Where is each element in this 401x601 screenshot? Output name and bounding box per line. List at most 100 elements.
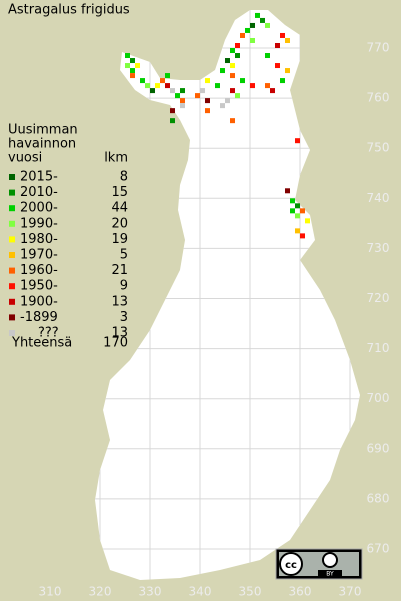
observation	[235, 93, 240, 99]
license-text: BY	[326, 571, 334, 578]
observation	[145, 83, 150, 89]
northing-label: 680	[367, 491, 390, 505]
legend-count: 19	[111, 232, 128, 247]
observation	[160, 78, 165, 84]
legend-swatch	[9, 330, 15, 336]
observation	[275, 43, 280, 48]
legend-header: Uusimman	[8, 123, 78, 138]
legend-label: 2000-	[20, 201, 58, 216]
legend-swatch	[9, 236, 15, 243]
observation	[305, 218, 310, 224]
observation	[150, 88, 155, 94]
legend-label: ???	[38, 326, 59, 341]
legend-swatch	[9, 174, 15, 180]
easting-label: 310	[39, 585, 62, 599]
observation	[205, 78, 210, 84]
northing-label: 750	[367, 141, 390, 155]
observation	[165, 73, 170, 79]
observation	[155, 83, 160, 89]
easting-label: 340	[189, 585, 212, 599]
observation	[165, 83, 170, 89]
legend-swatch	[9, 189, 15, 196]
observation	[240, 78, 245, 84]
easting-label: 360	[289, 585, 312, 599]
observation	[295, 213, 300, 219]
northing-label: 720	[367, 291, 390, 305]
observation	[285, 188, 290, 194]
observation	[200, 88, 205, 94]
legend-label: -1899	[20, 310, 58, 325]
legend-count: 20	[111, 216, 128, 231]
legend-label: 1960-	[20, 263, 58, 278]
observation	[180, 88, 185, 94]
observation	[295, 228, 300, 234]
legend-count: 3	[120, 310, 128, 325]
legend-count: 9	[120, 279, 128, 294]
observation	[235, 43, 240, 48]
observations	[125, 12, 310, 239]
observation	[240, 32, 245, 38]
observation	[130, 73, 135, 79]
legend-count: 44	[111, 201, 128, 216]
observation	[265, 83, 270, 89]
legend-count: 21	[111, 263, 128, 278]
observation	[250, 83, 255, 89]
legend-count: 8	[120, 170, 128, 185]
legend-header: havainnon	[8, 137, 76, 152]
observation	[265, 53, 270, 59]
legend-label: 1950-	[20, 279, 58, 294]
easting-label: 330	[139, 585, 162, 599]
observation	[230, 48, 235, 54]
observation	[135, 63, 140, 69]
observation	[225, 98, 230, 104]
observation	[230, 118, 235, 124]
observation	[170, 88, 175, 94]
observation	[125, 63, 130, 69]
legend-count: 5	[120, 248, 128, 263]
observation	[170, 118, 175, 124]
observation	[205, 98, 210, 104]
observation	[260, 17, 265, 23]
legend-count: 15	[111, 185, 128, 200]
observation	[270, 88, 275, 94]
legend-label: 1990-	[20, 216, 58, 231]
observation	[285, 68, 290, 74]
legend-label: 1980-	[20, 232, 58, 247]
legend-swatch	[9, 283, 15, 290]
observation	[205, 108, 210, 114]
northing-label: 730	[367, 241, 390, 255]
title: Astragalus frigidus	[8, 3, 130, 18]
observation	[130, 58, 135, 64]
observation	[235, 53, 240, 59]
observation	[230, 63, 235, 69]
observation	[290, 198, 295, 204]
observation	[300, 208, 305, 214]
legend-label: 2010-	[20, 185, 58, 200]
observation	[250, 22, 255, 28]
observation	[275, 63, 280, 69]
observation	[215, 83, 220, 89]
observation	[225, 58, 230, 64]
observation	[295, 203, 300, 209]
legend-swatch	[9, 252, 15, 258]
observation	[280, 78, 285, 84]
legend-swatch	[9, 220, 15, 227]
legend-label: 1970-	[20, 248, 58, 263]
observation	[295, 138, 300, 144]
easting-label: 320	[89, 585, 112, 599]
observation	[280, 32, 285, 38]
northing-label: 710	[367, 341, 390, 355]
observation	[265, 22, 270, 28]
cc-badge: cc BY	[275, 548, 363, 580]
observation	[255, 12, 260, 18]
observation	[175, 93, 180, 99]
observation	[130, 68, 135, 74]
northing-label: 670	[367, 542, 390, 556]
legend-swatch	[9, 314, 15, 321]
legend-count-header: lkm	[104, 151, 128, 166]
observation	[230, 88, 235, 94]
legend-label: 2015-	[20, 170, 58, 185]
observation	[170, 108, 175, 114]
